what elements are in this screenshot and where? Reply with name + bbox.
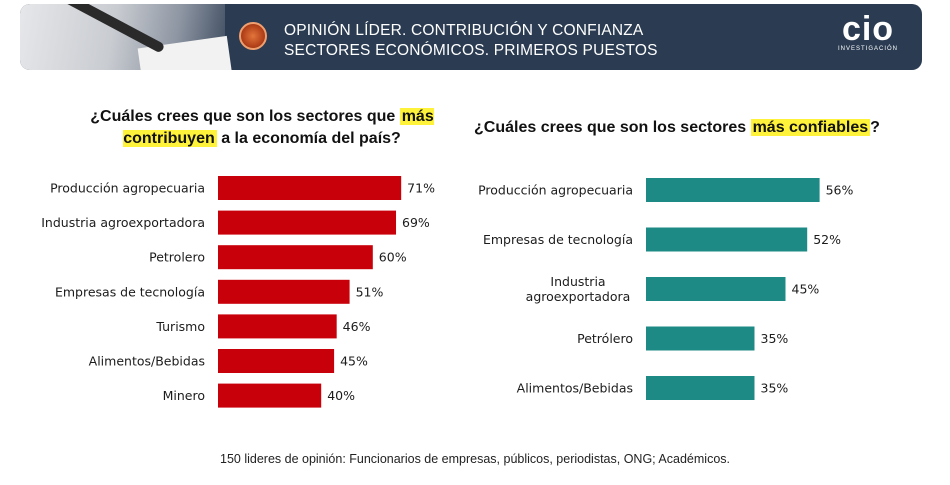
left-value-label-3: 60% <box>379 250 407 265</box>
left-question-part2: a la economía del país? <box>216 130 401 147</box>
right-category-label-1: Producción agropecuaria <box>478 183 633 198</box>
left-category-label-6: Alimentos/Bebidas <box>89 354 205 369</box>
right-bar-3 <box>646 277 786 301</box>
right-category-label-5: Alimentos/Bebidas <box>517 381 633 396</box>
left-category-label-2: Industria agroexportadora <box>41 215 205 230</box>
brand-logo: cio INVESTIGACIÓN <box>828 10 908 52</box>
page-title: OPINIÓN LÍDER. CONTRIBUCIÓN Y CONFIANZA … <box>284 21 804 61</box>
left-bar-5 <box>218 314 337 339</box>
header-banner: OPINIÓN LÍDER. CONTRIBUCIÓN Y CONFIANZA … <box>20 4 922 70</box>
header-logo-icon <box>239 22 267 50</box>
right-bar-5 <box>646 376 755 400</box>
left-bar-2 <box>218 210 397 235</box>
brand-name: cio <box>841 10 895 48</box>
right-bar-4 <box>646 326 755 351</box>
right-bar-2 <box>646 227 808 252</box>
right-value-label-4: 35% <box>761 331 789 346</box>
left-category-label-4: Empresas de tecnología <box>55 284 205 299</box>
left-value-label-4: 51% <box>356 284 384 299</box>
footnote: 150 lideres de opinión: Funcionarios de … <box>220 452 730 466</box>
right-question-part2: ? <box>870 119 880 136</box>
title-line-2: SECTORES ECONÓMICOS. PRIMEROS PUESTOS <box>284 42 658 59</box>
right-question-highlight: más confiables <box>750 119 871 136</box>
left-category-label-1: Producción agropecuaria <box>50 181 205 196</box>
right-bar-1 <box>646 178 820 202</box>
brand-subtitle: INVESTIGACIÓN <box>837 46 898 52</box>
left-value-label-7: 40% <box>327 388 355 403</box>
left-bar-6 <box>218 349 335 373</box>
right-category-label-4: Petrólero <box>577 331 633 346</box>
right-question-part1: ¿Cuáles crees que son los sectores <box>474 119 751 136</box>
left-question-part1: ¿Cuáles crees que son los sectores que <box>90 108 400 125</box>
left-bar-7 <box>218 383 322 408</box>
left-bar-3 <box>218 245 373 270</box>
left-value-label-1: 71% <box>407 181 435 196</box>
right-value-label-2: 52% <box>813 232 841 247</box>
left-value-label-2: 69% <box>402 215 430 230</box>
left-bar-4 <box>218 279 350 304</box>
right-chart-question: ¿Cuáles crees que son los sectores más c… <box>474 117 894 139</box>
left-category-label-3: Petrolero <box>149 250 205 265</box>
left-chart-question: ¿Cuáles crees que son los sectores que m… <box>82 106 442 150</box>
left-bar-1 <box>218 176 402 200</box>
left-value-label-5: 46% <box>343 319 371 334</box>
left-category-label-5: Turismo <box>155 319 205 334</box>
right-value-label-3: 45% <box>792 282 820 297</box>
title-line-1: OPINIÓN LÍDER. CONTRIBUCIÓN Y CONFIANZA <box>284 22 644 39</box>
right-category-label-2: Empresas de tecnología <box>483 232 633 247</box>
header-photo <box>20 4 233 70</box>
left-value-label-6: 45% <box>340 354 368 369</box>
right-value-label-5: 35% <box>761 381 789 396</box>
right-category-label-3: Industria agroexportadora <box>526 274 631 304</box>
left-category-label-7: Minero <box>163 388 205 403</box>
right-value-label-1: 56% <box>826 183 854 198</box>
